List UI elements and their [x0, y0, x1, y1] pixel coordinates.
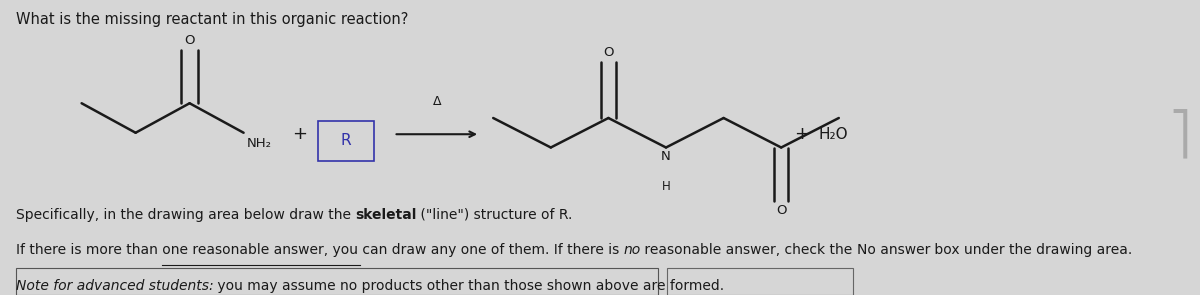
Text: Specifically, in the drawing area below draw the: Specifically, in the drawing area below … — [16, 208, 355, 222]
Text: NH₂: NH₂ — [247, 137, 272, 150]
Text: R: R — [341, 133, 352, 148]
Text: Δ: Δ — [432, 95, 442, 108]
Text: H₂O: H₂O — [818, 127, 848, 142]
Text: If there is more than one reasonable answer, you can draw any one of them. If th: If there is more than one reasonable ans… — [16, 243, 623, 257]
Text: O: O — [185, 34, 194, 47]
Text: +: + — [293, 125, 307, 143]
Text: Note for advanced students:: Note for advanced students: — [16, 279, 214, 293]
Text: O: O — [776, 204, 786, 217]
Bar — [667, 268, 853, 295]
Text: +: + — [794, 125, 809, 143]
Text: no: no — [623, 243, 641, 257]
Text: skeletal: skeletal — [355, 208, 416, 222]
Text: you may assume no products other than those shown above are formed.: you may assume no products other than th… — [214, 279, 725, 293]
Text: N: N — [661, 150, 671, 163]
Text: No answer: No answer — [857, 243, 930, 257]
Text: What is the missing reactant in this organic reaction?: What is the missing reactant in this org… — [16, 12, 408, 27]
Text: reasonable answer, check the: reasonable answer, check the — [641, 243, 857, 257]
Text: ⎤: ⎤ — [1170, 108, 1190, 158]
Bar — [318, 121, 374, 161]
Text: O: O — [604, 46, 613, 59]
Text: box under the drawing area.: box under the drawing area. — [930, 243, 1133, 257]
Text: ("line") structure of R.: ("line") structure of R. — [416, 208, 572, 222]
Text: H: H — [661, 180, 671, 193]
Bar — [16, 268, 658, 295]
